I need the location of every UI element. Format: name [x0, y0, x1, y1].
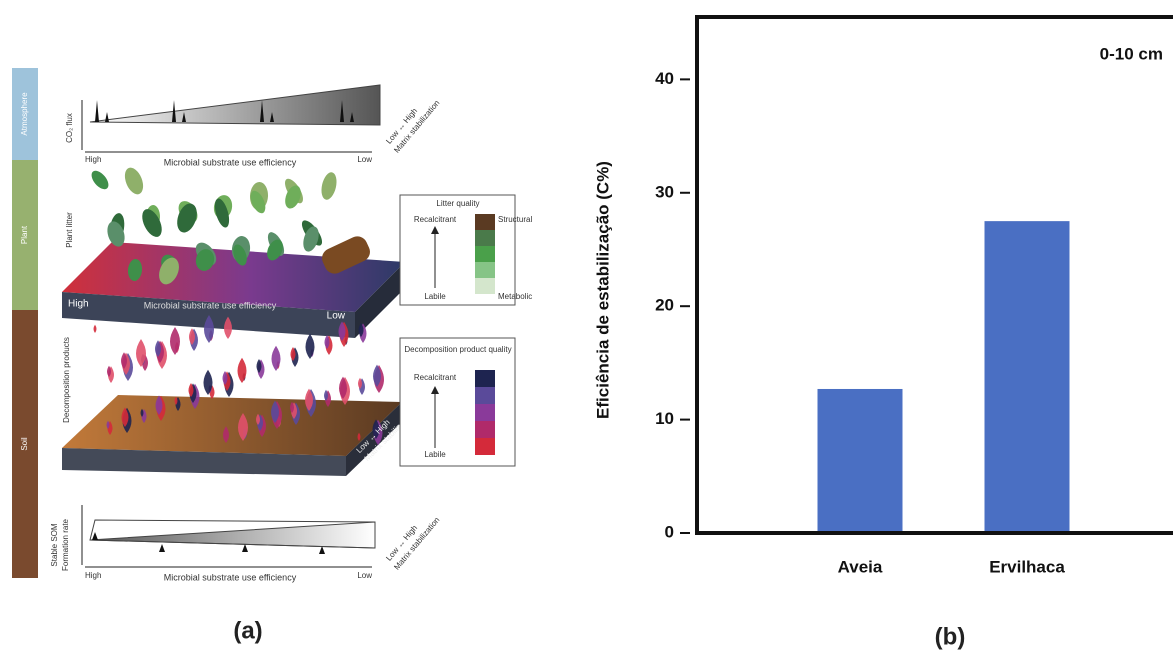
leaf: [88, 168, 111, 193]
annotation: 0-10 cm: [1100, 44, 1163, 63]
swatch: [475, 246, 495, 262]
legend-text: Metabolic: [498, 292, 532, 301]
flux-spike: [105, 112, 109, 122]
legend-text: Recalcitrant: [414, 373, 457, 382]
y-tick-label: 0: [665, 522, 674, 541]
som-spike: [242, 544, 248, 552]
legend-title: Litter quality: [436, 199, 479, 208]
swatch: [475, 230, 495, 246]
x-tick-label: Aveia: [838, 557, 883, 576]
leaf: [138, 206, 166, 240]
leaf: [319, 171, 339, 201]
panel-label: (b): [935, 623, 966, 650]
sidebar-label: Atmosphere: [20, 92, 29, 136]
axis-end: High: [85, 571, 101, 580]
soil-slab-top: [62, 395, 402, 456]
axis-end: High: [85, 155, 101, 164]
droplet: [238, 358, 247, 383]
axis-label: Microbial substrate use efficiency: [164, 157, 297, 167]
y-axis-label: Eficiência de estabilização (C%): [593, 161, 612, 419]
slab-end: High: [68, 299, 89, 310]
swatch: [475, 387, 495, 404]
som-spike: [159, 544, 165, 552]
droplet: [306, 334, 315, 359]
x-tick-label: Ervilhaca: [989, 557, 1065, 576]
swatch: [475, 278, 495, 294]
swatch: [475, 404, 495, 421]
legend-box: [400, 338, 515, 466]
legend-text: Recalcitrant: [414, 215, 457, 224]
slab-label: Microbial substrate use efficiency: [144, 300, 277, 310]
figure: Atmosphere Plant Soil CO₂ flux High Micr…: [0, 0, 1173, 652]
sidebar-label: Soil: [20, 437, 29, 451]
swatch: [475, 262, 495, 278]
legend-title: Decomposition product quality: [404, 345, 511, 354]
row-label: Plant litter: [65, 212, 74, 248]
y-tick-label: 40: [655, 69, 674, 88]
swatch: [475, 438, 495, 455]
legend-text: Structural: [498, 215, 532, 224]
axis-end: Low: [357, 155, 372, 164]
plot-frame: [697, 17, 1173, 533]
droplet: [170, 327, 180, 355]
legend-box: [400, 195, 515, 305]
legend-text: Labile: [424, 450, 446, 459]
flux-spike: [95, 100, 99, 122]
swatch: [475, 421, 495, 438]
leaf: [121, 165, 146, 197]
row-label: Stable SOM: [50, 523, 59, 566]
axis-label: Microbial substrate use efficiency: [164, 572, 297, 582]
swatch: [475, 214, 495, 230]
bar: [985, 221, 1070, 533]
som-spike: [92, 532, 98, 540]
droplet: [272, 346, 281, 371]
y-tick-label: 30: [655, 182, 674, 201]
row-label: CO₂ flux: [65, 113, 74, 143]
panel-label: (a): [233, 617, 262, 644]
slab-end: Low: [327, 311, 346, 322]
y-tick-label: 10: [655, 409, 674, 428]
co2-triangle: [90, 85, 380, 125]
row-label: Decomposition products: [62, 337, 71, 423]
axis-end: Low: [357, 571, 372, 580]
legend-text: Labile: [424, 292, 446, 301]
bar: [818, 389, 903, 533]
row-label: Formation rate: [61, 518, 70, 571]
bar-chart: Eficiência de estabilização (C%) 0-10 cm…: [593, 17, 1173, 650]
som-spike: [319, 546, 325, 554]
swatch: [475, 370, 495, 387]
sidebar-label: Plant: [20, 225, 29, 244]
y-tick-label: 20: [655, 296, 674, 315]
droplet: [94, 325, 97, 333]
